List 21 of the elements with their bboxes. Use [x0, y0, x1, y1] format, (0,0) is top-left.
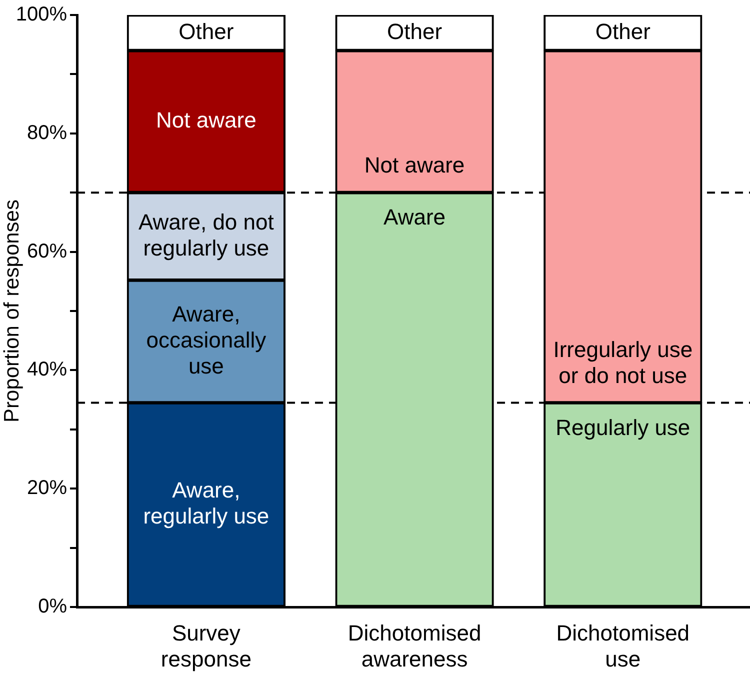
text: Other — [595, 18, 650, 44]
x-tick-label: Survey response — [160, 620, 252, 672]
series-label: Not aware — [364, 152, 465, 178]
series-label: Regularly use — [556, 414, 690, 440]
text: Other — [387, 18, 442, 44]
series-label: Not aware — [156, 108, 256, 133]
series-label: Aware — [384, 204, 446, 230]
x-tick-label: Dichotomised awareness — [348, 620, 482, 672]
y-axis-title: Proportion of responses — [0, 200, 24, 422]
y-tick-label: 40% — [26, 358, 68, 381]
series-label: Aware, regularly use — [143, 478, 270, 529]
series-label: Other — [178, 18, 234, 44]
x-tick-label: Dichotomised use — [556, 620, 690, 672]
y-tick-label: 20% — [26, 477, 68, 500]
series-label: Aware, do not regularly use — [138, 209, 274, 260]
y-tick-label: 100% — [16, 4, 68, 26]
series-label: Aware, occasionally use — [146, 302, 266, 379]
y-tick-label: 0% — [38, 596, 68, 618]
series-label: Irregularly use or do not use — [553, 336, 693, 388]
y-tick-label: 80% — [26, 122, 68, 144]
y-tick-label: 60% — [26, 240, 68, 262]
